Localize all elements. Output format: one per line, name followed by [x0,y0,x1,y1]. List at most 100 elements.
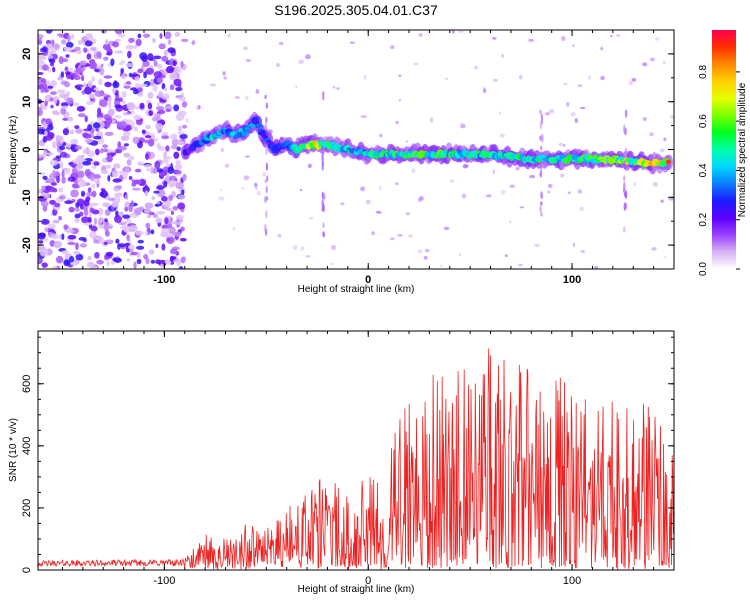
spectrogram-speckle [655,37,660,41]
spectrogram-speckle [588,75,591,80]
spectrogram-speckle [86,53,92,60]
spectrogram-speckle [220,147,224,153]
spectrogram-speckle [83,199,90,207]
spectrogram-speckle [105,195,111,200]
spectrogram-speckle [111,200,118,208]
spectrogram-speckle [80,75,85,82]
spectrogram-speckle [178,96,186,102]
spectrogram-speckle [600,46,603,51]
spectrogram-speckle [563,144,566,147]
spectrogram-speckle [262,172,266,177]
spectrogram-speckle [56,175,60,184]
spectrogram-streak [623,181,626,192]
spectrogram-speckle [163,180,168,188]
spectrogram-speckle [141,129,146,135]
spectrogram-speckle [134,168,142,173]
spectrogram-speckle [104,229,110,237]
spectrogram-speckle [191,40,196,46]
spectrogram-speckle [222,71,226,76]
spectrogram-speckle [82,148,87,155]
snr-panel: -100 0 100 0 200 400 600 Height of straight li… [8,330,675,595]
spectrogram-speckle [548,109,555,114]
spectrogram-speckle [178,266,184,269]
spectrogram-streak [539,167,543,175]
spectrogram-streak [265,196,269,201]
spectrogram-speckle [389,237,395,241]
spectrogram-speckle [38,240,44,244]
spectrogram-speckle [610,35,613,38]
spectrogram-speckle [163,151,168,159]
spectrogram-speckle [152,84,158,92]
spectrogram-speckle [218,196,225,201]
spectrogram-speckle [70,163,77,168]
spectrogram-speckle [136,251,141,258]
spectrogram-speckle [76,105,86,112]
spectrogram-speckle [60,107,67,115]
spectrogram-speckle [110,260,115,265]
spectrogram-speckle [56,89,66,94]
spectrogram-speckle [64,168,71,175]
spectrogram-speckle [120,73,127,80]
spectrogram-speckle [151,196,156,200]
spectrogram-speckle [85,33,94,40]
spectrogram-speckle [227,33,231,38]
spectrogram-speckle [577,189,583,194]
spectrogram-speckle [375,210,382,214]
spectrogram-speckle [41,185,46,192]
spectrogram-speckle [398,99,401,102]
spectrogram-speckle [74,218,80,223]
spectrogram-speckle [145,257,150,265]
spectrogram-speckle [40,200,49,208]
spectrogram-speckle [38,34,44,39]
spectrogram-speckle [67,241,76,246]
spectrogram-speckle [458,30,464,33]
spectrogram-speckle [579,206,584,212]
spectrogram-speckle [102,144,109,149]
spectrogram-speckle [44,238,49,242]
spectrogram-speckle [330,262,334,266]
spectrogram-speckle [128,204,134,213]
spectrogram-speckle [181,101,188,108]
spectrogram-speckle [87,124,93,131]
spectrogram-speckle [152,213,158,218]
spectrogram-speckle [61,105,68,109]
spectrogram-speckle [245,95,249,101]
spectrogram-speckle [38,36,43,45]
spectrogram-speckle [61,233,65,240]
spectrogram-speckle [130,251,139,256]
spectrogram-speckle [330,244,337,251]
spectrogram-speckle [462,164,469,169]
spectrogram-speckle [52,219,60,224]
spectrogram-ridge [665,159,672,164]
spectrogram-speckle [164,217,169,225]
spectrogram-speckle [44,100,48,107]
spectrogram-speckle [93,174,101,180]
spectrogram-speckle [232,227,236,231]
spectrogram-speckle [142,60,150,67]
spectrogram-speckle [49,199,56,205]
spectrogram-speckle [177,194,186,200]
spectrogram-speckle [64,200,74,205]
spectrogram-speckle [91,183,96,189]
spectrogram-speckle [180,60,184,68]
spectrogram-speckle [170,133,178,140]
spectrogram-speckle [108,100,112,109]
spectrogram-speckle [305,54,311,60]
spectrogram-speckle [379,185,382,191]
spectrogram-speckle [164,259,172,265]
spectrogram-speckle [118,97,124,102]
spectrogram-speckle [70,262,77,266]
spectrogram-speckle [106,260,110,267]
spectrogram-ytick-label: 20 [21,48,33,60]
spectrogram-speckle [156,142,161,149]
spectrogram-speckle [663,137,667,142]
spectrogram-speckle [94,178,100,185]
spectrogram-speckle [42,205,48,212]
spectrogram-speckle [103,75,113,79]
spectrogram-speckle [148,249,155,255]
spectrogram-speckle [184,118,190,123]
spectrogram-speckle [86,101,94,105]
colorbar-tick-label: 0.6 [698,114,709,128]
spectrogram-streak [623,204,627,211]
snr-xtick-label: 100 [563,575,581,587]
